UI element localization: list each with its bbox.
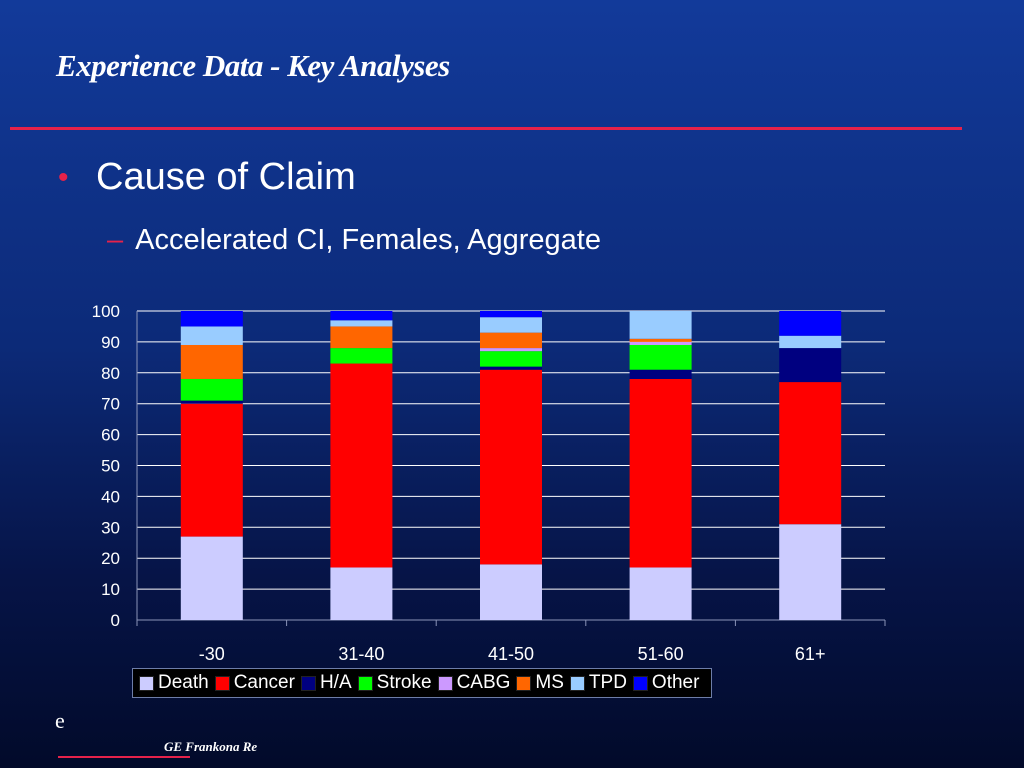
legend-item-other: Other [632, 672, 700, 694]
title-divider [10, 127, 962, 130]
bar-tpd-4 [779, 335, 842, 349]
bar-ms-3 [629, 338, 692, 342]
y-tick-label: 70 [101, 395, 120, 414]
legend-label: Cancer [233, 672, 295, 693]
y-tick-label: 80 [101, 364, 120, 383]
legend-item-h-a: H/A [300, 672, 352, 694]
y-tick-label: 20 [101, 549, 120, 568]
legend-swatch [214, 675, 230, 691]
bar-ms-2 [480, 332, 542, 349]
bar-death-2 [480, 564, 542, 620]
bar-stroke-2 [480, 351, 542, 367]
bar-h-a-2 [480, 366, 542, 370]
bar-stroke-0 [180, 378, 243, 401]
footer-logo: e [55, 708, 65, 733]
legend-label: MS [535, 672, 564, 693]
bar-h-a-0 [180, 400, 243, 404]
bar-stroke-1 [330, 348, 393, 364]
x-tick-label: -30 [199, 644, 225, 664]
bar-death-0 [180, 536, 243, 620]
bar-other-1 [330, 311, 393, 321]
legend-swatch [139, 675, 154, 691]
legend-item-cabg: CABG [437, 672, 511, 694]
x-tick-label: 31-40 [338, 644, 384, 664]
legend-label: Other [651, 672, 700, 693]
legend-swatch [357, 675, 373, 691]
footer-divider [58, 756, 190, 758]
bar-cancer-2 [480, 369, 542, 565]
x-tick-label: 61+ [795, 644, 826, 664]
bar-cancer-1 [330, 363, 393, 568]
chart-legend: Death Cancer H/A Stroke CABG MS TPD Other [132, 668, 713, 698]
bar-cancer-0 [180, 403, 243, 537]
y-tick-label: 0 [111, 611, 120, 630]
bar-cabg-2 [480, 348, 542, 352]
y-tick-label: 30 [101, 518, 120, 537]
bar-ms-0 [180, 344, 243, 379]
legend-swatch [632, 675, 648, 691]
y-tick-label: 60 [101, 426, 120, 445]
subbullet-dash: – [107, 224, 124, 256]
legend-swatch [300, 675, 316, 691]
bar-tpd-2 [480, 317, 542, 333]
bar-tpd-3 [629, 311, 692, 339]
bar-death-3 [629, 567, 692, 620]
legend-label: TPD [588, 672, 627, 693]
bar-tpd-1 [330, 320, 393, 327]
subbullet-accelerated-ci: – Accelerated CI, Females, Aggregate [107, 222, 601, 258]
subbullet-text: Accelerated CI, Females, Aggregate [135, 224, 601, 256]
bullet-dot: • [58, 161, 69, 194]
bar-h-a-4 [779, 348, 842, 383]
y-tick-label: 10 [101, 580, 120, 599]
legend-swatch [516, 675, 532, 691]
x-tick-label: 51-60 [638, 644, 684, 664]
y-tick-label: 50 [101, 457, 120, 476]
legend-label: H/A [319, 672, 352, 693]
legend-item-tpd: TPD [569, 672, 627, 694]
legend-item-ms: MS [516, 672, 564, 694]
bar-tpd-0 [180, 326, 243, 345]
bar-h-a-3 [629, 369, 692, 379]
bar-death-1 [330, 567, 393, 620]
bar-other-0 [180, 311, 243, 327]
legend-label: Stroke [376, 672, 432, 693]
y-tick-label: 40 [101, 487, 120, 506]
legend-item-death: Death [139, 672, 209, 694]
legend-item-stroke: Stroke [357, 672, 432, 694]
y-tick-label: 90 [101, 333, 120, 352]
slide-title: Experience Data - Key Analyses [56, 48, 450, 83]
x-tick-label: 41-50 [488, 644, 534, 664]
legend-label: Death [158, 672, 209, 693]
bar-stroke-3 [629, 344, 692, 370]
legend-item-cancer: Cancer [214, 672, 295, 694]
bar-other-2 [480, 311, 542, 318]
bar-death-4 [779, 524, 842, 620]
bar-cancer-4 [779, 382, 842, 525]
legend-swatch [569, 675, 585, 691]
y-tick-label: 100 [92, 302, 120, 321]
bar-cabg-3 [629, 341, 692, 345]
bar-other-4 [779, 311, 842, 336]
footer-brand: GE Frankona Re [164, 739, 258, 754]
legend-label: CABG [456, 672, 511, 693]
bar-ms-1 [330, 326, 393, 349]
bullet-text: Cause of Claim [96, 156, 356, 198]
bar-cancer-3 [629, 378, 692, 568]
legend-swatch [437, 675, 453, 691]
